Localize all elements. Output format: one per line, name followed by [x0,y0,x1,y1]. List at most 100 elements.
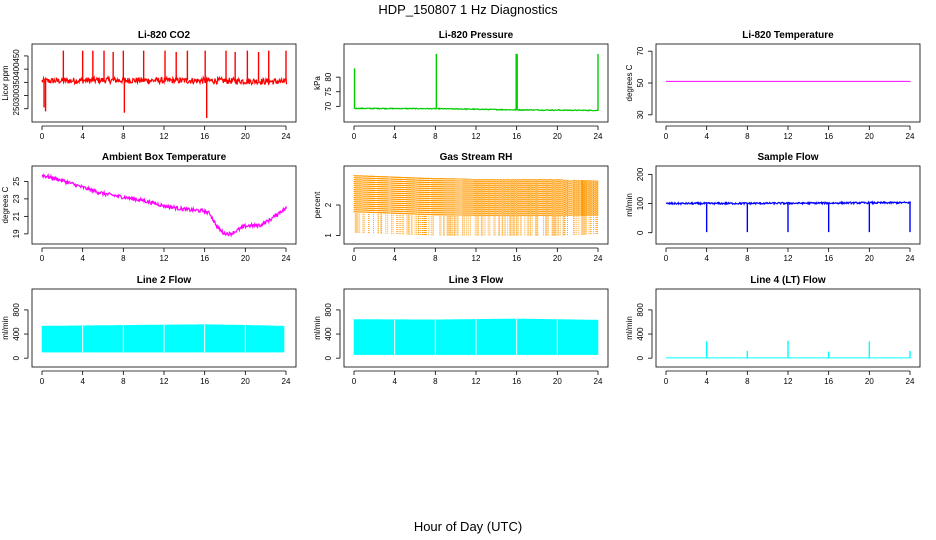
y-tick-label: 0 [12,355,21,360]
x-tick-label: 0 [664,254,669,263]
y-tick-label: 23 [12,194,21,203]
y-tick-label: 70 [636,46,645,55]
x-tick-label: 4 [392,254,397,263]
y-axis-label: ml/min [1,316,10,340]
x-tick-label: 20 [865,132,874,141]
y-axis-label: degrees C [625,64,634,101]
y-tick-label: 75 [324,87,333,96]
x-tick-label: 20 [553,254,562,263]
x-tick-label: 8 [745,254,750,263]
panel-title: Sample Flow [757,152,818,163]
y-tick-label: 19 [12,229,21,238]
y-axis-label: ml/min [313,316,322,340]
data-series [41,324,285,353]
panel-title: Li-820 Pressure [439,30,514,41]
x-tick-label: 4 [704,132,709,141]
x-tick-label: 20 [865,254,874,263]
y-axis-label: percent [313,191,322,218]
chart-panel: Li-820 Temperature degrees C 0 4 8 12 16 20 24 30… [625,30,921,141]
chart-panel: Line 2 Flow ml/min 0 4 8 12 16 20 24 0 400 800 [1,275,297,386]
y-tick-label: 300 [12,88,21,102]
x-tick-label: 24 [906,132,915,141]
data-series [41,172,288,238]
x-tick-label: 20 [553,377,562,386]
x-tick-label: 16 [824,132,833,141]
plot-frame [343,43,609,123]
x-tick-label: 4 [704,254,709,263]
data-series [353,174,599,236]
x-tick-label: 12 [784,254,793,263]
data-line [665,200,912,206]
plot-frame [655,165,921,245]
x-tick-label: 16 [200,254,209,263]
x-tick-label: 20 [241,132,250,141]
panel-title: Li-820 CO2 [138,30,191,41]
plot-frame [655,288,921,368]
y-tick-label: 70 [324,101,333,110]
plot-frame [655,43,921,123]
flow-band [41,324,285,353]
chart-panel: Ambient Box Temperature degrees C 0 4 8 12 16 2… [1,152,297,263]
y-tick-label: 400 [636,327,645,341]
y-tick-label: 1 [324,233,333,238]
y-tick-label: 800 [636,303,645,317]
x-tick-label: 24 [906,254,915,263]
x-tick-label: 12 [472,254,481,263]
y-tick-label: 800 [324,303,333,317]
x-tick-label: 16 [512,132,521,141]
data-series [353,318,599,355]
y-axis-label: ml/min [625,193,634,217]
chart-panel: Sample Flow ml/min 0 4 8 12 16 20 24 0 100 200 [625,152,921,263]
plot-frame [343,165,609,245]
x-axis-title: Hour of Day (UTC) [413,519,523,534]
y-tick-label: 80 [324,72,333,81]
x-tick-label: 16 [824,377,833,386]
x-tick-label: 0 [352,254,357,263]
y-tick-label: 30 [636,110,645,119]
data-series [665,200,912,233]
x-tick-label: 16 [512,377,521,386]
panel-title: Ambient Box Temperature [102,152,227,163]
y-tick-label: 100 [636,196,645,210]
x-tick-label: 12 [784,132,793,141]
x-tick-label: 20 [241,254,250,263]
x-tick-label: 16 [200,377,209,386]
y-tick-label: 200 [636,167,645,181]
y-tick-label: 21 [12,211,21,220]
y-tick-label: 0 [636,230,645,235]
y-tick-label: 250 [12,102,21,116]
y-axis-label: degrees C [1,186,10,223]
y-tick-label: 50 [636,78,645,87]
x-tick-label: 8 [121,377,126,386]
x-tick-label: 24 [282,377,291,386]
panel-title: Line 4 (LT) Flow [750,275,826,286]
x-tick-label: 12 [472,132,481,141]
x-tick-label: 24 [594,132,603,141]
y-tick-label: 2 [324,202,333,207]
data-line [41,172,288,238]
x-tick-label: 0 [352,377,357,386]
x-tick-label: 4 [80,377,85,386]
x-tick-label: 12 [160,132,169,141]
x-tick-label: 24 [282,254,291,263]
x-tick-label: 20 [553,132,562,141]
y-tick-label: 400 [324,327,333,341]
x-tick-label: 16 [200,132,209,141]
chart-panel: Line 3 Flow ml/min 0 4 8 12 16 20 24 0 400 800 [313,275,609,386]
data-series [666,340,911,359]
x-tick-label: 8 [745,377,750,386]
x-tick-label: 16 [512,254,521,263]
plot-frame [31,165,297,245]
x-tick-label: 12 [784,377,793,386]
x-tick-label: 24 [906,377,915,386]
chart-panel: Li-820 Pressure kPa 0 4 8 12 16 20 24 70 75 80 [313,30,609,141]
y-tick-label: 450 [12,49,21,63]
data-line [41,75,288,86]
x-tick-label: 8 [433,132,438,141]
y-axis-label: kPa [313,76,322,90]
x-tick-label: 24 [594,377,603,386]
x-tick-label: 0 [664,132,669,141]
data-series [41,50,288,118]
